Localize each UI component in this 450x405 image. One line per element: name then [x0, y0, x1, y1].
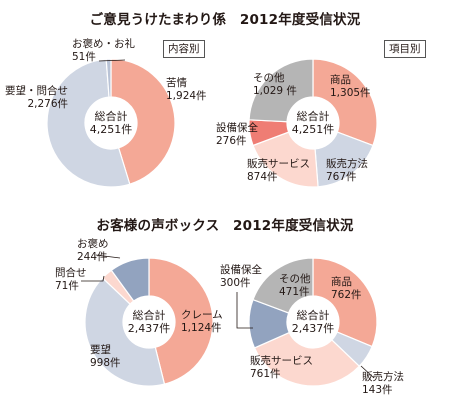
- pie-slice: [110, 257, 150, 302]
- slice-label: 設備保全 276件: [216, 121, 258, 147]
- tag-item: 項目別: [384, 40, 426, 58]
- tag-content: 内容別: [163, 40, 205, 58]
- pie-slice: [312, 257, 378, 348]
- total-label: 総合計 2,437件: [128, 308, 171, 335]
- total-label: 総合計 2,437件: [292, 308, 335, 335]
- slice-label: 販売サービス 874件: [247, 157, 310, 183]
- slice-label: クレーム 1,124件: [181, 309, 223, 334]
- pie-slice: [110, 58, 176, 185]
- pie-slice: [312, 58, 378, 147]
- slice-label: 要望 998件: [90, 343, 121, 369]
- pie-slice: [148, 257, 214, 385]
- leader-line: [81, 275, 105, 282]
- pie-slice: [253, 331, 361, 387]
- slice-label: 販売方法 767件: [326, 157, 368, 183]
- slice-label: お褒め・お礼 51件: [72, 37, 135, 63]
- pie-slice: [252, 131, 319, 188]
- total-label: 総合計 4,251件: [90, 109, 133, 136]
- slice-label: 設備保全 300件: [220, 263, 262, 289]
- leader-line: [360, 365, 375, 379]
- slice-label: 商品 1,305件: [330, 73, 371, 99]
- pie-slice: [46, 58, 131, 188]
- slice-label: 商品 762件: [331, 275, 362, 301]
- slice-label: 問合せ 71件: [55, 266, 87, 292]
- leader-line: [98, 59, 126, 62]
- slice-label: 要望・問合せ 2,276件: [5, 84, 68, 110]
- pie-slice: [248, 58, 314, 123]
- leader-line: [236, 292, 253, 329]
- pie-slice: [252, 257, 314, 314]
- slice-label: 苦情 1,924件: [166, 76, 207, 102]
- section-title-top: ご意見うけたまわり係 2012年度受信状況: [89, 12, 361, 28]
- slice-label: 販売サービス 761件: [250, 354, 313, 380]
- slice-label: その他 1,029 件: [253, 71, 297, 97]
- pie-slice: [84, 277, 166, 387]
- slice-label: 販売方法 143件: [362, 370, 404, 396]
- section-title-bottom: お客様の声ボックス 2012年度受信状況: [96, 218, 354, 234]
- slice-label: お褒め 244件: [77, 237, 109, 263]
- slice-label: その他 471件: [279, 272, 311, 298]
- leader-line: [95, 254, 121, 259]
- pie-slice: [105, 58, 112, 98]
- total-label: 総合計 4,251件: [292, 109, 335, 136]
